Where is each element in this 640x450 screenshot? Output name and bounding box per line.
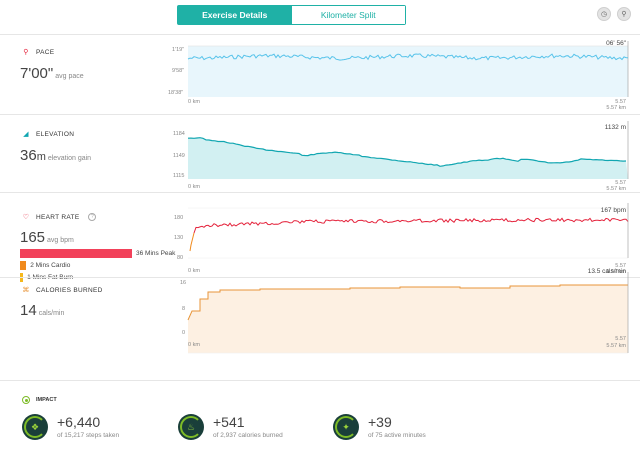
help-icon[interactable]: ?: [88, 213, 97, 221]
location-pin-icon: ⚲: [23, 49, 29, 56]
pace-x-end-km: 5.57 km: [606, 105, 626, 111]
elevation-title-text: ELEVATION: [36, 130, 75, 138]
elev-x-end-km: 5.57 km: [606, 186, 626, 192]
cal-x-start: 0 km: [188, 342, 200, 348]
impact-section: IMPACT ❖ +6,440 of 15,217 steps taken ♨ …: [0, 380, 640, 450]
pace-x-end: 5.57: [615, 99, 626, 105]
elevation-section: ◢ ELEVATION 36m elevation gain 1184 1149 …: [0, 114, 640, 192]
elevation-title: ◢ ELEVATION: [22, 130, 75, 139]
elevation-chart[interactable]: 1184 1149 1115 1132 m 0 km 5.57 5.57 km: [160, 121, 632, 193]
impact-title-text: IMPACT: [36, 397, 57, 403]
pace-ytick-2: 18'38": [168, 90, 183, 96]
elev-ytick-1: 1149: [173, 153, 185, 159]
elev-peak-label: 1132 m: [605, 124, 626, 131]
heart-rate-section: ♡ HEART RATE ? 165 avg bpm 36 Mins Peak 2…: [0, 192, 640, 282]
impact-title: IMPACT: [22, 396, 57, 404]
steps-value: +6,440: [57, 414, 101, 430]
heart-rate-value-number: 165: [20, 229, 46, 246]
heart-rate-chart[interactable]: 180 130 80 167 bpm 0 km 5.57 5.57 km: [160, 203, 632, 278]
heart-rate-title: ♡ HEART RATE ?: [22, 213, 97, 221]
zone-cardio-label: 2 Mins Cardio: [30, 262, 71, 269]
elevation-unit: elevation gain: [47, 155, 92, 162]
calories-value: 14 cals/min: [20, 302, 64, 319]
active-minutes-sub: of 75 active minutes: [368, 432, 426, 439]
calories-value-number: 14: [20, 302, 37, 319]
cal-x-end-km: 5.57 km: [606, 343, 626, 349]
zone-cardio-bar: [20, 261, 27, 270]
hr-ytick-1: 130: [174, 235, 183, 241]
active-minutes-value: +39: [368, 414, 392, 430]
heart-rate-unit: avg bpm: [47, 237, 74, 244]
heart-rate-value: 165 avg bpm: [20, 229, 74, 246]
flame-icon: ♨: [178, 414, 204, 440]
impact-active-minutes: ✦ +39 of 75 active minutes: [333, 414, 426, 440]
cal-ytick-1: 8: [182, 306, 185, 312]
heart-rate-title-text: HEART RATE: [36, 213, 80, 221]
calories-impact-sub: of 2,937 calories burned: [213, 432, 283, 439]
pace-ytick-0: 1'19": [172, 47, 184, 53]
elevation-value: 36m elevation gain: [20, 147, 91, 164]
calories-impact-value: +541: [213, 414, 245, 430]
pace-chart[interactable]: 1'19" 9'58" 18'38" 06' 56" 0 km 5.57 5.5…: [160, 40, 632, 111]
location-pin-icon[interactable]: ⚲: [617, 7, 631, 21]
clock-icon[interactable]: ◷: [597, 7, 611, 21]
calories-section: ⌘ CALORIES BURNED 14 cals/min 16 8 0 13.5…: [0, 268, 640, 380]
heart-icon: ♡: [22, 214, 30, 221]
pace-title: ⚲ PACE: [22, 48, 55, 57]
zone-peak-label: 36 Mins Peak: [136, 250, 176, 257]
calories-unit: cals/min: [38, 310, 65, 317]
hr-x-end-km: 5.57 km: [606, 269, 626, 275]
pace-peak-label: 06' 56": [606, 40, 627, 47]
hr-ytick-0: 180: [174, 215, 183, 221]
elevation-value-unit: m: [36, 151, 46, 163]
impact-calories: ♨ +541 of 2,937 calories burned: [178, 414, 283, 440]
hr-x-end: 5.57: [615, 263, 626, 269]
pace-value: 7'00" avg pace: [20, 65, 84, 82]
steps-sub: of 15,217 steps taken: [57, 432, 120, 439]
cal-peak-label: 13.5 cals/min: [588, 268, 627, 275]
impact-icon: [22, 396, 30, 404]
top-icons: ◷ ⚲: [597, 7, 631, 21]
cal-ytick-2: 0: [182, 330, 185, 336]
elev-x-start: 0 km: [188, 184, 200, 190]
view-tabs: Exercise Details Kilometer Split: [177, 5, 406, 25]
flame-icon: ⌘: [22, 287, 30, 294]
elevation-value-number: 36: [20, 147, 37, 164]
footsteps-icon: ❖: [22, 414, 48, 440]
cal-x-end: 5.57: [615, 336, 626, 342]
pace-title-text: PACE: [36, 48, 55, 56]
hr-ytick-2: 80: [177, 255, 183, 261]
elev-ytick-0: 1184: [173, 131, 185, 137]
calories-title: ⌘ CALORIES BURNED: [22, 286, 103, 295]
zone-peak: 36 Mins Peak: [20, 249, 175, 258]
running-icon: ✦: [333, 414, 359, 440]
elev-ytick-2: 1115: [173, 173, 184, 179]
pace-value-number: 7'00": [20, 65, 54, 82]
pace-unit: avg pace: [55, 73, 84, 80]
calories-chart[interactable]: 16 8 0 13.5 cals/min 0 km 5.57 5.57 km: [160, 268, 632, 367]
tab-kilometer-split[interactable]: Kilometer Split: [291, 6, 405, 24]
impact-steps: ❖ +6,440 of 15,217 steps taken: [22, 414, 119, 440]
hr-peak-label: 167 bpm: [601, 207, 626, 214]
zone-peak-bar: [20, 249, 132, 258]
zone-cardio: 2 Mins Cardio: [20, 261, 70, 270]
tab-exercise-details[interactable]: Exercise Details: [178, 6, 292, 24]
calories-title-text: CALORIES BURNED: [36, 286, 103, 294]
cal-ytick-0: 16: [180, 280, 186, 286]
pace-ytick-1: 9'58": [172, 68, 184, 74]
pace-section: ⚲ PACE 7'00" avg pace 1'19" 9'58" 18'38" …: [0, 34, 640, 114]
elevation-icon: ◢: [23, 131, 29, 138]
pace-x-start: 0 km: [188, 99, 200, 105]
hr-x-start: 0 km: [188, 268, 200, 274]
elev-x-end: 5.57: [615, 180, 626, 186]
